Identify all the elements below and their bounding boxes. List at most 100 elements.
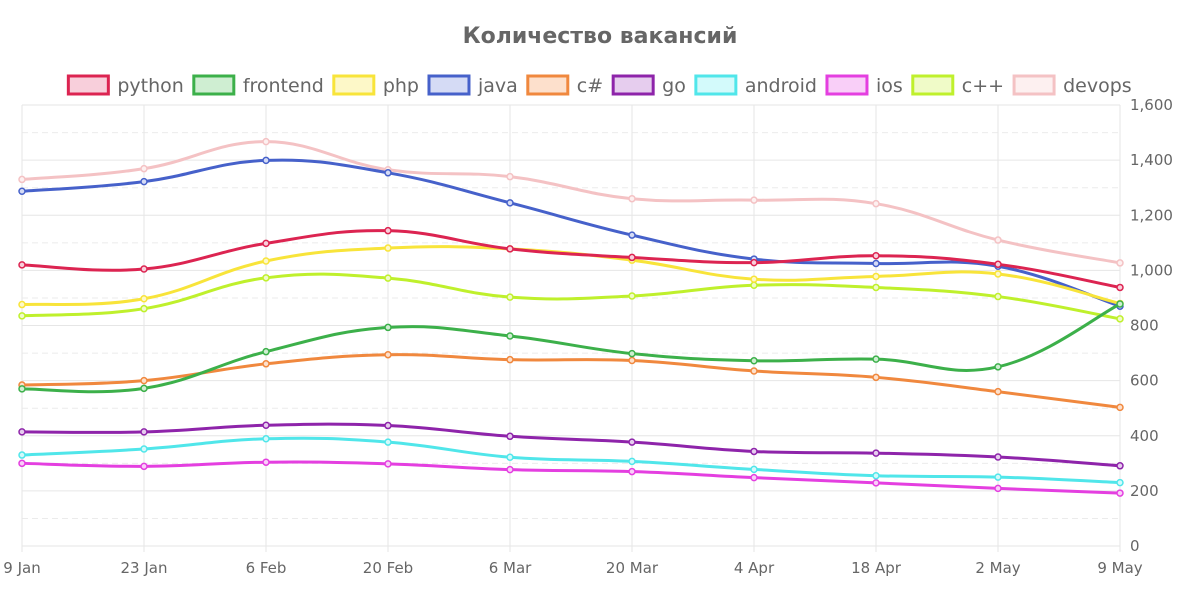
data-point[interactable] [994,270,1002,278]
data-point[interactable] [384,226,392,235]
data-point[interactable] [872,272,880,281]
data-point[interactable] [262,360,270,368]
data-point[interactable] [872,259,880,268]
data-point[interactable] [140,445,148,453]
data-point[interactable] [628,356,636,365]
data-point[interactable] [1116,283,1124,292]
data-point[interactable] [140,164,148,173]
data-point[interactable] [384,350,392,359]
data-point[interactable] [384,421,392,430]
data-point[interactable] [140,376,148,385]
data-point[interactable] [384,244,392,252]
data-point[interactable] [994,484,1002,493]
data-point[interactable] [628,194,636,203]
data-point[interactable] [750,258,758,267]
data-point[interactable] [750,447,758,456]
legend-item-devops[interactable]: devops [1012,74,1132,97]
data-point[interactable] [506,199,514,207]
data-point[interactable] [994,453,1002,461]
data-point[interactable] [750,357,758,365]
data-point[interactable] [18,459,26,468]
data-point[interactable] [18,312,26,320]
data-point[interactable] [18,428,26,436]
data-point[interactable] [994,387,1002,396]
data-point[interactable] [872,199,880,208]
data-point[interactable] [1116,462,1124,470]
data-point[interactable] [384,169,392,177]
legend-item-c#[interactable]: c# [526,74,603,97]
data-point[interactable] [262,421,270,430]
legend-item-go[interactable]: go [611,74,686,97]
data-point[interactable] [872,283,880,292]
data-point[interactable] [750,281,758,290]
legend-item-android[interactable]: android [694,74,817,97]
data-point[interactable] [994,260,1002,269]
data-point[interactable] [750,473,758,482]
data-point[interactable] [262,274,270,282]
data-point[interactable] [18,385,26,393]
data-point[interactable] [872,479,880,487]
data-point[interactable] [506,293,514,301]
data-point[interactable] [1116,300,1124,308]
data-point[interactable] [506,453,514,461]
legend-item-java[interactable]: java [427,74,518,97]
data-point[interactable] [506,465,514,474]
data-point[interactable] [1116,489,1124,497]
data-point[interactable] [994,363,1002,371]
data-point[interactable] [262,156,270,165]
data-point[interactable] [262,257,270,265]
data-point[interactable] [506,332,514,340]
data-point[interactable] [872,355,880,363]
data-point[interactable] [994,473,1002,481]
data-point[interactable] [872,449,880,457]
data-point[interactable] [628,292,636,300]
data-point[interactable] [384,323,392,332]
data-point[interactable] [18,187,26,196]
legend-item-python[interactable]: python [66,74,184,97]
data-point[interactable] [506,432,514,441]
data-point[interactable] [262,435,270,443]
legend-item-c++[interactable]: c++ [911,74,1004,97]
data-point[interactable] [628,253,636,262]
data-point[interactable] [628,349,636,358]
legend-item-ios[interactable]: ios [825,74,903,97]
data-point[interactable] [750,196,758,204]
data-point[interactable] [750,275,758,283]
data-point[interactable] [140,177,148,186]
data-point[interactable] [994,292,1002,301]
data-point[interactable] [994,236,1002,244]
data-point[interactable] [140,295,148,303]
data-point[interactable] [872,373,880,382]
data-point[interactable] [506,245,514,253]
data-point[interactable] [750,465,758,474]
data-point[interactable] [750,367,758,375]
data-point[interactable] [140,462,148,471]
legend-item-php[interactable]: php [332,74,419,97]
data-point[interactable] [1116,315,1124,323]
data-point[interactable] [262,239,270,248]
data-point[interactable] [1116,259,1124,267]
data-point[interactable] [140,384,148,393]
legend-item-frontend[interactable]: frontend [192,74,324,97]
data-point[interactable] [262,137,270,146]
data-point[interactable] [628,438,636,446]
data-point[interactable] [1116,403,1124,412]
data-point[interactable] [628,467,636,476]
data-point[interactable] [18,451,26,459]
data-point[interactable] [1116,478,1124,487]
data-point[interactable] [506,172,514,181]
data-point[interactable] [140,304,148,313]
data-point[interactable] [872,252,880,260]
data-point[interactable] [262,458,270,466]
data-point[interactable] [384,460,392,468]
data-point[interactable] [140,265,148,273]
data-point[interactable] [18,175,26,184]
data-point[interactable] [18,300,26,309]
data-point[interactable] [872,471,880,480]
data-point[interactable] [628,457,636,466]
data-point[interactable] [18,261,26,269]
data-point[interactable] [262,347,270,356]
data-point[interactable] [384,438,392,446]
data-point[interactable] [506,355,514,364]
data-point[interactable] [384,274,392,282]
